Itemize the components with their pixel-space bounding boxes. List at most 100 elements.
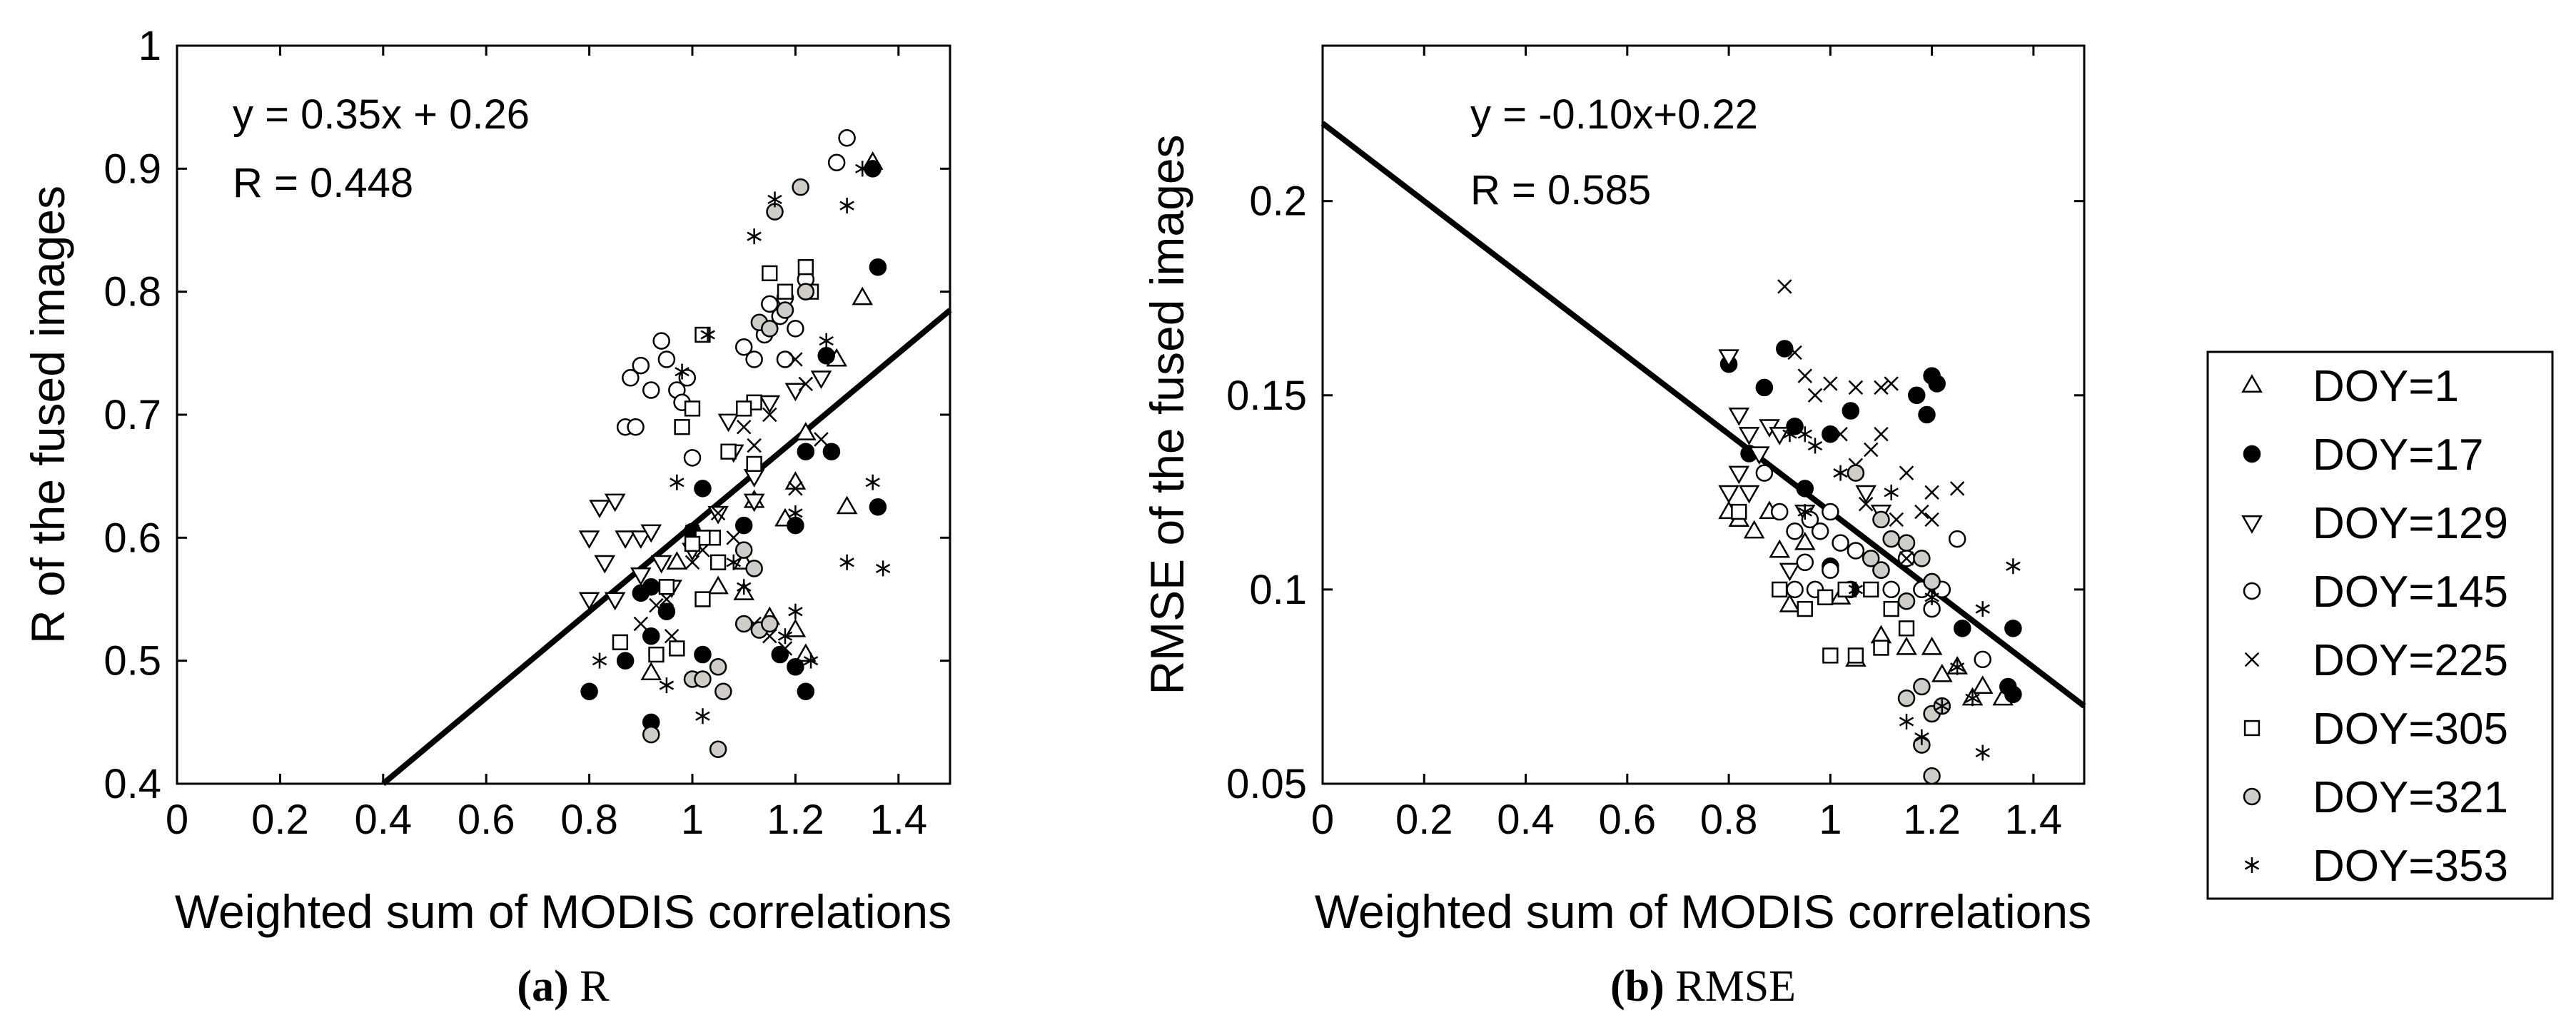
data-point <box>838 129 856 147</box>
data-point <box>594 555 616 574</box>
x-tick-label: 1 <box>681 797 704 843</box>
data-point <box>1862 550 1880 567</box>
data-point <box>1883 600 1899 617</box>
y-axis-title-r: R of the fused images <box>21 186 74 644</box>
data-point <box>650 555 672 574</box>
series-doy-353 <box>1782 426 2021 761</box>
data-point <box>675 363 690 380</box>
data-point <box>1874 380 1889 395</box>
data-point <box>761 615 779 633</box>
y-tick-label: 0.9 <box>103 146 161 192</box>
data-point <box>657 602 676 620</box>
data-point <box>819 333 834 349</box>
legend-label: DOY=305 <box>2313 705 2508 754</box>
data-point <box>684 535 701 552</box>
series-doy-17 <box>1719 340 2022 704</box>
x-tick-label: 0.8 <box>1700 797 1758 843</box>
series-doy-353 <box>592 161 891 724</box>
data-point <box>1769 539 1791 558</box>
data-point <box>836 495 858 515</box>
legend-marker <box>2241 374 2263 393</box>
data-point <box>776 301 794 319</box>
data-point <box>633 616 649 632</box>
data-point <box>694 480 712 498</box>
x-tick-label: 0.6 <box>458 797 515 843</box>
data-point <box>864 160 882 178</box>
legend-label: DOY=353 <box>2313 842 2508 891</box>
data-point <box>1847 542 1865 560</box>
data-point <box>1728 465 1750 485</box>
data-point <box>640 662 662 680</box>
data-point <box>1872 510 1890 529</box>
data-point <box>1738 485 1760 504</box>
data-point <box>1797 426 1812 443</box>
scatter-points-rmse <box>1718 279 2022 785</box>
data-point <box>1842 402 1860 420</box>
y-tick-label: 0.7 <box>103 392 161 438</box>
data-point <box>788 481 803 496</box>
legend-item: DOY=321 <box>2243 773 2508 822</box>
data-point <box>746 455 762 473</box>
data-point <box>1923 572 1941 591</box>
data-point <box>1822 425 1839 443</box>
legend-label: DOY=129 <box>2313 499 2508 548</box>
legend-marker <box>2243 719 2261 737</box>
legend-item: DOY=129 <box>2241 499 2508 548</box>
data-point <box>627 418 645 436</box>
data-point <box>875 560 891 577</box>
data-point <box>787 658 804 676</box>
y-tick-label: 0.1 <box>1249 567 1307 613</box>
data-point <box>1873 640 1889 656</box>
legend-label: DOY=321 <box>2313 773 2508 822</box>
data-point <box>798 376 814 392</box>
data-point <box>1928 375 1946 393</box>
equation-r: y = 0.35x + 0.26 <box>233 91 530 138</box>
data-point <box>810 370 832 390</box>
data-point <box>797 682 815 700</box>
legend-item: DOY=353 <box>2244 842 2508 891</box>
y-tick-label: 0.15 <box>1226 373 1307 419</box>
data-point <box>1924 485 1939 500</box>
data-point <box>622 369 640 387</box>
data-point <box>1776 340 1794 358</box>
legend-item: DOY=145 <box>2243 567 2508 617</box>
data-point <box>1872 561 1890 579</box>
data-point <box>1858 496 1874 512</box>
data-point <box>604 592 626 611</box>
data-point <box>659 677 675 694</box>
data-point <box>1823 376 1838 391</box>
data-point <box>1965 690 1980 707</box>
data-point <box>736 419 752 435</box>
data-point <box>1770 503 1789 521</box>
x-tick-label: 1 <box>1819 797 1842 843</box>
y-axis-title-rmse: RMSE of the fused images <box>1141 134 1193 695</box>
data-point <box>1913 677 1931 696</box>
data-point <box>1801 510 1819 529</box>
data-point <box>734 516 753 535</box>
data-point <box>612 634 629 650</box>
data-point <box>632 584 650 602</box>
data-point <box>1864 442 1879 458</box>
x-tick-label: 0 <box>1311 797 1334 843</box>
x-tick-label: 1.4 <box>869 797 927 843</box>
data-point <box>1796 480 1814 498</box>
data-point <box>1743 520 1765 539</box>
data-point <box>1755 464 1774 482</box>
y-tick-label: 0.4 <box>103 761 161 807</box>
data-point <box>1954 620 1971 637</box>
data-point <box>1931 663 1953 682</box>
data-point <box>1913 550 1931 567</box>
data-point <box>1779 562 1801 582</box>
data-point <box>1777 279 1792 294</box>
data-point <box>670 474 685 490</box>
data-point <box>604 493 626 512</box>
data-point <box>720 443 737 460</box>
data-point <box>1896 636 1917 655</box>
legend-marker <box>2241 515 2263 534</box>
chart-panel-rmse: 0 0.2 0.4 0.6 0.8 1 1.2 1.4 0.05 0.1 0.15 0.2 y = -… <box>1141 44 2091 1011</box>
data-point <box>1949 481 1965 496</box>
data-point <box>1755 378 1774 397</box>
x-tick-label: 0.4 <box>1497 797 1555 843</box>
legend-marker <box>2243 445 2261 463</box>
data-point <box>745 350 763 368</box>
